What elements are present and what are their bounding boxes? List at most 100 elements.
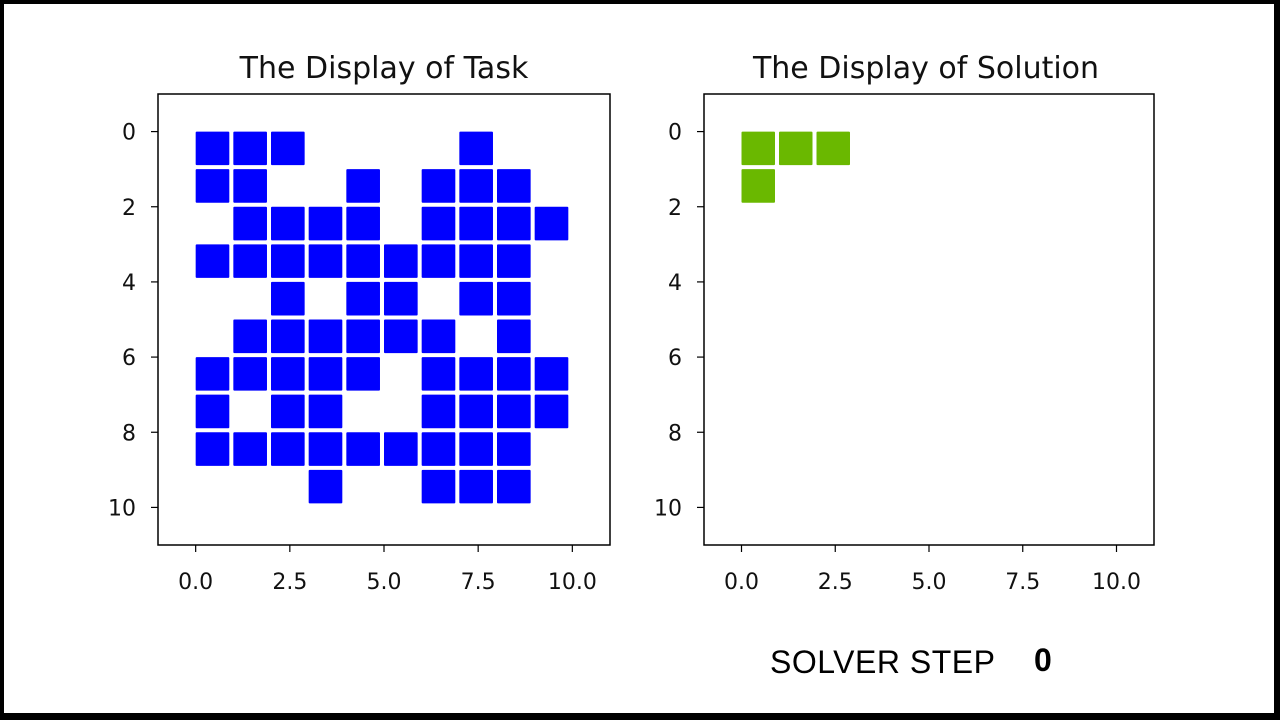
- figure-canvas: The Display of Task 0.0 2.5 5.0 7.5 10.0 0 2 4 6…: [108, 51, 1155, 595]
- solution-ytick-label: 6: [668, 346, 682, 371]
- task-cell: [270, 280, 306, 317]
- solution-cell: [778, 130, 814, 167]
- solution-xtick-label: 2.5: [818, 570, 853, 595]
- solution-xtick-label: 7.5: [1005, 570, 1040, 595]
- task-cell: [533, 356, 570, 392]
- task-cell: [458, 356, 494, 392]
- task-cell: [345, 168, 381, 204]
- solution-xtick-label: 10.0: [1092, 570, 1141, 595]
- task-xtick-label: 5.0: [367, 570, 402, 595]
- task-cell: [496, 356, 532, 392]
- task-cell: [496, 280, 532, 317]
- task-cell: [194, 431, 231, 467]
- solution-ytick-label: 4: [668, 271, 682, 296]
- task-ytick-label: 2: [122, 196, 136, 221]
- task-cell: [496, 205, 532, 242]
- solution-ticks: 0.0 2.5 5.0 7.5 10.0 0 2 4 6 8 10: [654, 121, 1141, 595]
- task-ytick-label: 10: [108, 496, 136, 521]
- task-ticks: 0.0 2.5 5.0 7.5 10.0 0 2 4 6 8 10: [108, 121, 597, 595]
- task-cell: [383, 318, 419, 355]
- task-cell: [458, 280, 494, 317]
- task-xtick-label: 10.0: [548, 570, 597, 595]
- task-cell: [345, 318, 381, 355]
- task-cell: [420, 431, 457, 467]
- task-cell: [383, 280, 419, 317]
- task-cell: [194, 243, 231, 279]
- task-cell: [232, 431, 268, 467]
- task-cell: [496, 468, 532, 505]
- solution-xtick-label: 5.0: [912, 570, 947, 595]
- task-cell: [383, 431, 419, 467]
- task-cell: [307, 205, 344, 242]
- task-cell: [420, 168, 457, 204]
- task-cell: [270, 205, 306, 242]
- solution-ytick-label: 0: [668, 121, 682, 146]
- task-cell: [270, 356, 306, 392]
- task-cell: [345, 243, 381, 279]
- task-cell: [232, 205, 268, 242]
- task-cell: [307, 431, 344, 467]
- task-cell: [307, 243, 344, 279]
- task-cell: [270, 318, 306, 355]
- task-cell: [420, 393, 457, 430]
- task-cell: [496, 318, 532, 355]
- solver-step-value: 0: [1034, 642, 1052, 678]
- task-cell: [345, 431, 381, 467]
- figure-frame: The Display of Task 0.0 2.5 5.0 7.5 10.0 0 2 4 6…: [4, 4, 1274, 713]
- task-panel: The Display of Task 0.0 2.5 5.0 7.5 10.0 0 2 4 6…: [108, 51, 611, 595]
- solution-ytick-label: 10: [654, 496, 682, 521]
- task-cell: [458, 243, 494, 279]
- task-cell: [194, 356, 231, 392]
- task-cell: [270, 130, 306, 167]
- task-cell: [194, 168, 231, 204]
- task-cell: [194, 393, 231, 430]
- task-cell: [496, 393, 532, 430]
- solution-cell: [740, 168, 776, 204]
- task-cell: [496, 431, 532, 467]
- task-cell: [345, 205, 381, 242]
- task-cell: [383, 243, 419, 279]
- task-ytick-label: 6: [122, 346, 136, 371]
- task-xtick-label: 7.5: [461, 570, 496, 595]
- task-cell: [307, 356, 344, 392]
- task-cell: [496, 168, 532, 204]
- task-cell: [270, 431, 306, 467]
- task-cell: [270, 393, 306, 430]
- solver-step-label: SOLVER STEP: [770, 644, 996, 680]
- task-cell: [420, 468, 457, 505]
- task-xtick-label: 2.5: [272, 570, 307, 595]
- task-cell: [458, 431, 494, 467]
- task-cell: [458, 393, 494, 430]
- task-cell: [345, 356, 381, 392]
- task-cell: [232, 243, 268, 279]
- solution-title: The Display of Solution: [752, 51, 1099, 86]
- task-cell: [345, 280, 381, 317]
- task-cell: [232, 130, 268, 167]
- solution-xtick-label: 0.0: [724, 570, 759, 595]
- task-ytick-label: 4: [122, 271, 136, 296]
- task-ytick-label: 0: [122, 121, 136, 146]
- task-cell: [458, 205, 494, 242]
- task-cell: [232, 356, 268, 392]
- task-cell: [232, 168, 268, 204]
- task-title: The Display of Task: [239, 51, 529, 86]
- task-cell: [496, 243, 532, 279]
- task-cell: [533, 393, 570, 430]
- task-cell: [232, 318, 268, 355]
- task-cell: [458, 168, 494, 204]
- task-cell: [420, 205, 457, 242]
- task-cell: [420, 318, 457, 355]
- task-cell: [420, 243, 457, 279]
- solution-ytick-label: 8: [668, 421, 682, 446]
- task-cell: [458, 468, 494, 505]
- solution-cell: [815, 130, 851, 167]
- task-cell: [307, 468, 344, 505]
- solution-panel: The Display of Solution 0.0 2.5 5.0 7.5 10.0…: [654, 51, 1155, 595]
- solution-ytick-label: 2: [668, 196, 682, 221]
- task-cell: [307, 318, 344, 355]
- solution-grid: [740, 130, 851, 204]
- task-cell: [458, 130, 494, 167]
- task-xtick-label: 0.0: [178, 570, 213, 595]
- solution-cell: [740, 130, 776, 167]
- task-cell: [270, 243, 306, 279]
